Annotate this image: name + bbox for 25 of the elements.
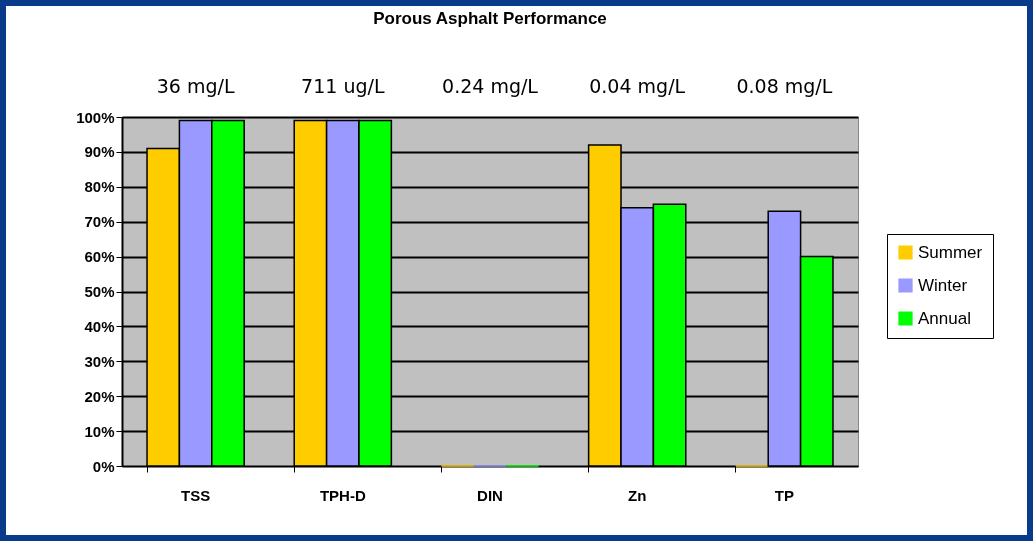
chart-title: Porous Asphalt Performance [373, 9, 607, 28]
y-tick-label: 10% [84, 422, 115, 440]
legend-label: Summer [918, 242, 983, 262]
text: 0.04 mg/L [589, 75, 686, 97]
y-tick-label: 60% [84, 248, 115, 266]
y-tick-label: 40% [84, 317, 115, 335]
x-tick-label: TPH-D [319, 486, 366, 504]
y-tick-label: 30% [84, 352, 115, 370]
y-tick-label: 100% [76, 108, 115, 126]
text: 0.24 mg/L [442, 75, 539, 97]
text: 0.08 mg/L [736, 75, 833, 97]
y-tick-label: 20% [84, 387, 115, 405]
text: 711 ug/L [301, 75, 385, 97]
legend-label: Winter [918, 275, 968, 295]
y-tick-label: 90% [84, 143, 115, 161]
y-tick-label: 0% [92, 457, 115, 475]
legend-label: Annual [918, 308, 971, 328]
x-tick-label: TSS [181, 486, 211, 504]
y-tick-label: 70% [84, 213, 115, 231]
x-tick-label: DIN [477, 486, 503, 504]
x-tick-label: TP [774, 486, 794, 504]
y-tick-label: 50% [84, 283, 115, 300]
x-tick-label: Zn [628, 486, 647, 504]
text: 36 mg/L [156, 75, 235, 97]
y-tick-label: 80% [84, 178, 115, 196]
